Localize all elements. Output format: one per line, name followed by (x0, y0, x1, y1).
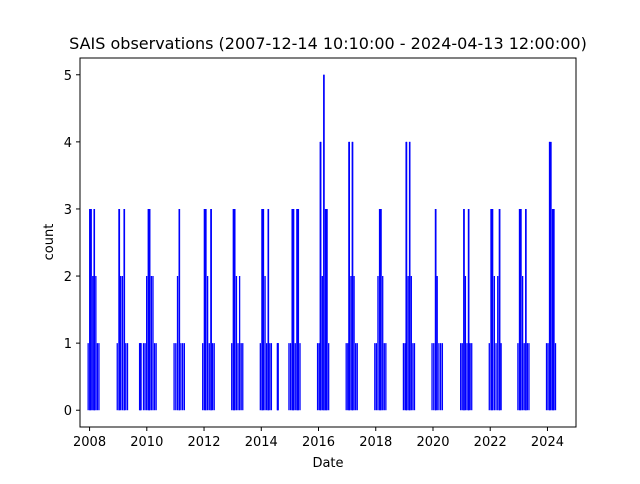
series-burst (316, 74, 330, 411)
x-tick-label: 2010 (130, 435, 163, 450)
y-tick-label: 5 (64, 69, 72, 84)
plot-frame (79, 57, 577, 428)
series-burst (517, 208, 530, 411)
series-burst (460, 208, 473, 411)
x-tick-label: 2014 (245, 435, 278, 450)
series-burst (138, 343, 142, 411)
y-tick-label: 2 (64, 270, 72, 285)
series-burst (231, 208, 244, 411)
y-tick-label: 3 (64, 203, 72, 218)
series-burst (173, 208, 186, 411)
x-tick-label: 2008 (73, 435, 106, 450)
series-burst (202, 208, 215, 411)
series-burst (276, 343, 279, 411)
y-tick-label: 4 (64, 136, 72, 151)
x-tick-label: 2020 (416, 435, 449, 450)
x-tick-label: 2022 (474, 435, 507, 450)
series-burst (374, 208, 387, 411)
series-burst (431, 208, 444, 411)
series-burst (116, 208, 129, 411)
series-burst (345, 141, 358, 411)
x-axis: 2008 2010 2012 2014 2016 2018 2020 2022 2024 (73, 427, 564, 450)
series-burst (488, 208, 502, 411)
y-axis-label: count (42, 224, 57, 261)
y-tick-label: 1 (64, 337, 72, 352)
x-tick-label: 2024 (531, 435, 564, 450)
x-tick-label: 2012 (187, 435, 220, 450)
series-burst (87, 208, 100, 411)
data-layer (87, 74, 557, 411)
y-tick-label: 0 (64, 404, 72, 419)
series-burst (402, 141, 416, 411)
x-tick-label: 2018 (359, 435, 392, 450)
x-tick-label: 2016 (302, 435, 335, 450)
series-burst (288, 208, 301, 411)
series-burst (259, 208, 273, 411)
series-burst (545, 141, 557, 411)
series-burst (142, 208, 157, 411)
chart-title: SAIS observations (2007-12-14 10:10:00 -… (69, 34, 587, 53)
x-axis-label: Date (312, 456, 343, 471)
y-axis: 0 1 2 3 4 5 (64, 69, 80, 419)
